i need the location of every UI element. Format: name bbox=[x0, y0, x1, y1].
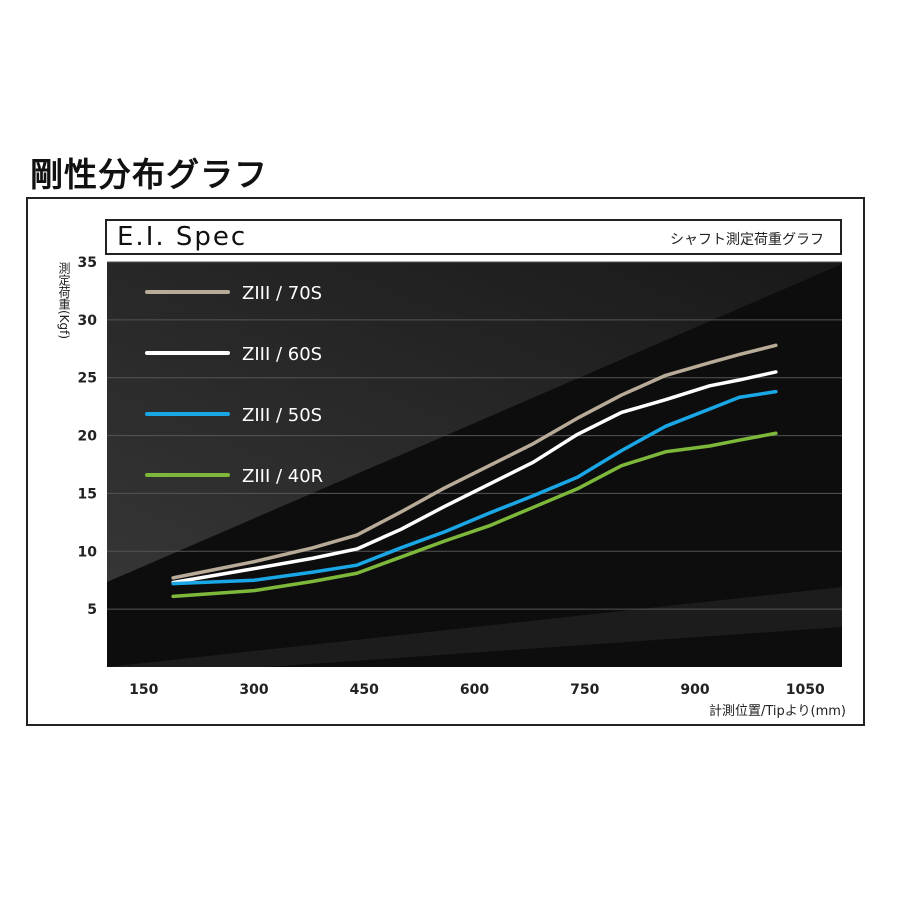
x-tick-label: 750 bbox=[570, 682, 599, 698]
spec-header: E.I. Spec シャフト測定荷重グラフ bbox=[105, 219, 842, 255]
y-tick-label: 15 bbox=[78, 486, 97, 502]
x-tick-label: 150 bbox=[129, 682, 158, 698]
y-axis-title: 測定荷重(Kgf) bbox=[57, 262, 71, 340]
y-tick-label: 20 bbox=[78, 429, 98, 445]
y-tick-label: 10 bbox=[78, 544, 98, 560]
spec-title: E.I. Spec bbox=[117, 222, 248, 252]
chart-frame bbox=[26, 197, 865, 726]
legend-label: ZIII / 40R bbox=[242, 466, 323, 487]
background-band-lower bbox=[107, 587, 842, 667]
y-tick-label: 25 bbox=[78, 371, 97, 387]
x-tick-label: 1050 bbox=[786, 682, 825, 698]
background-band bbox=[107, 262, 842, 582]
legend-label: ZIII / 60S bbox=[242, 344, 322, 365]
y-tick-label: 35 bbox=[78, 255, 97, 271]
y-tick-label: 5 bbox=[87, 602, 97, 618]
x-axis-title: 計測位置/Tipより(mm) bbox=[709, 704, 846, 719]
legend-label: ZIII / 50S bbox=[242, 405, 322, 426]
y-tick-label: 30 bbox=[78, 313, 98, 329]
x-tick-label: 900 bbox=[680, 682, 709, 698]
series-line bbox=[171, 343, 778, 580]
legend-label: ZIII / 70S bbox=[242, 283, 322, 304]
spec-subtitle: シャフト測定荷重グラフ bbox=[670, 232, 824, 248]
series-line bbox=[171, 389, 778, 586]
series-line bbox=[171, 431, 778, 599]
x-tick-label: 450 bbox=[350, 682, 379, 698]
x-tick-label: 300 bbox=[239, 682, 268, 698]
x-tick-label: 600 bbox=[460, 682, 489, 698]
series-line bbox=[171, 370, 778, 585]
page-title: 剛性分布グラフ bbox=[30, 155, 268, 194]
